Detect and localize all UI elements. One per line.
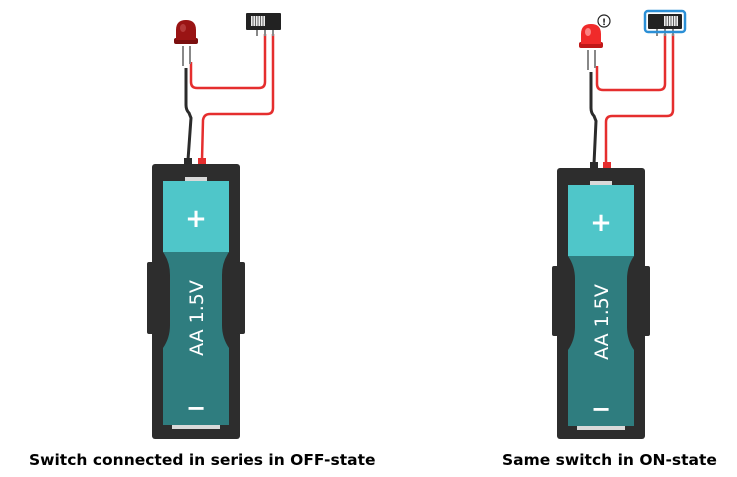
battery-terminal-black[interactable] [590,162,598,172]
slide-switch-off[interactable] [246,13,281,36]
led-off[interactable] [174,20,198,44]
caption-on-state: Same switch in ON-state [502,451,717,469]
red-wire-led-to-switch [595,34,667,92]
warning-symbol: ! [602,18,606,28]
battery-terminal-black[interactable] [184,158,192,168]
circuit-off: + AA 1.5V − [147,13,281,439]
battery-holder[interactable]: + AA 1.5V − [552,168,650,439]
battery-minus-label: − [186,394,206,422]
slide-switch-on[interactable] [643,9,687,36]
warning-icon[interactable]: ! [597,14,611,28]
red-wire-switch-to-battery [604,34,675,164]
red-wire-led-to-switch [189,34,267,90]
battery-holder[interactable]: + AA 1.5V − [147,164,245,439]
battery-terminal-red[interactable] [198,158,206,168]
battery-terminal-red[interactable] [603,162,611,172]
battery-minus-label: − [591,395,611,423]
battery-plus-label: + [590,208,612,238]
black-wire [184,68,193,161]
battery-voltage-label: AA 1.5V [591,284,613,360]
red-wire-switch-to-battery [200,34,275,161]
battery-voltage-label: AA 1.5V [186,280,208,356]
circuit-on: ! [552,9,687,439]
led-on[interactable] [579,24,603,48]
battery-plus-label: + [185,204,207,234]
caption-off-state: Switch connected in series in OFF-state [29,451,376,469]
black-wire [589,72,598,165]
